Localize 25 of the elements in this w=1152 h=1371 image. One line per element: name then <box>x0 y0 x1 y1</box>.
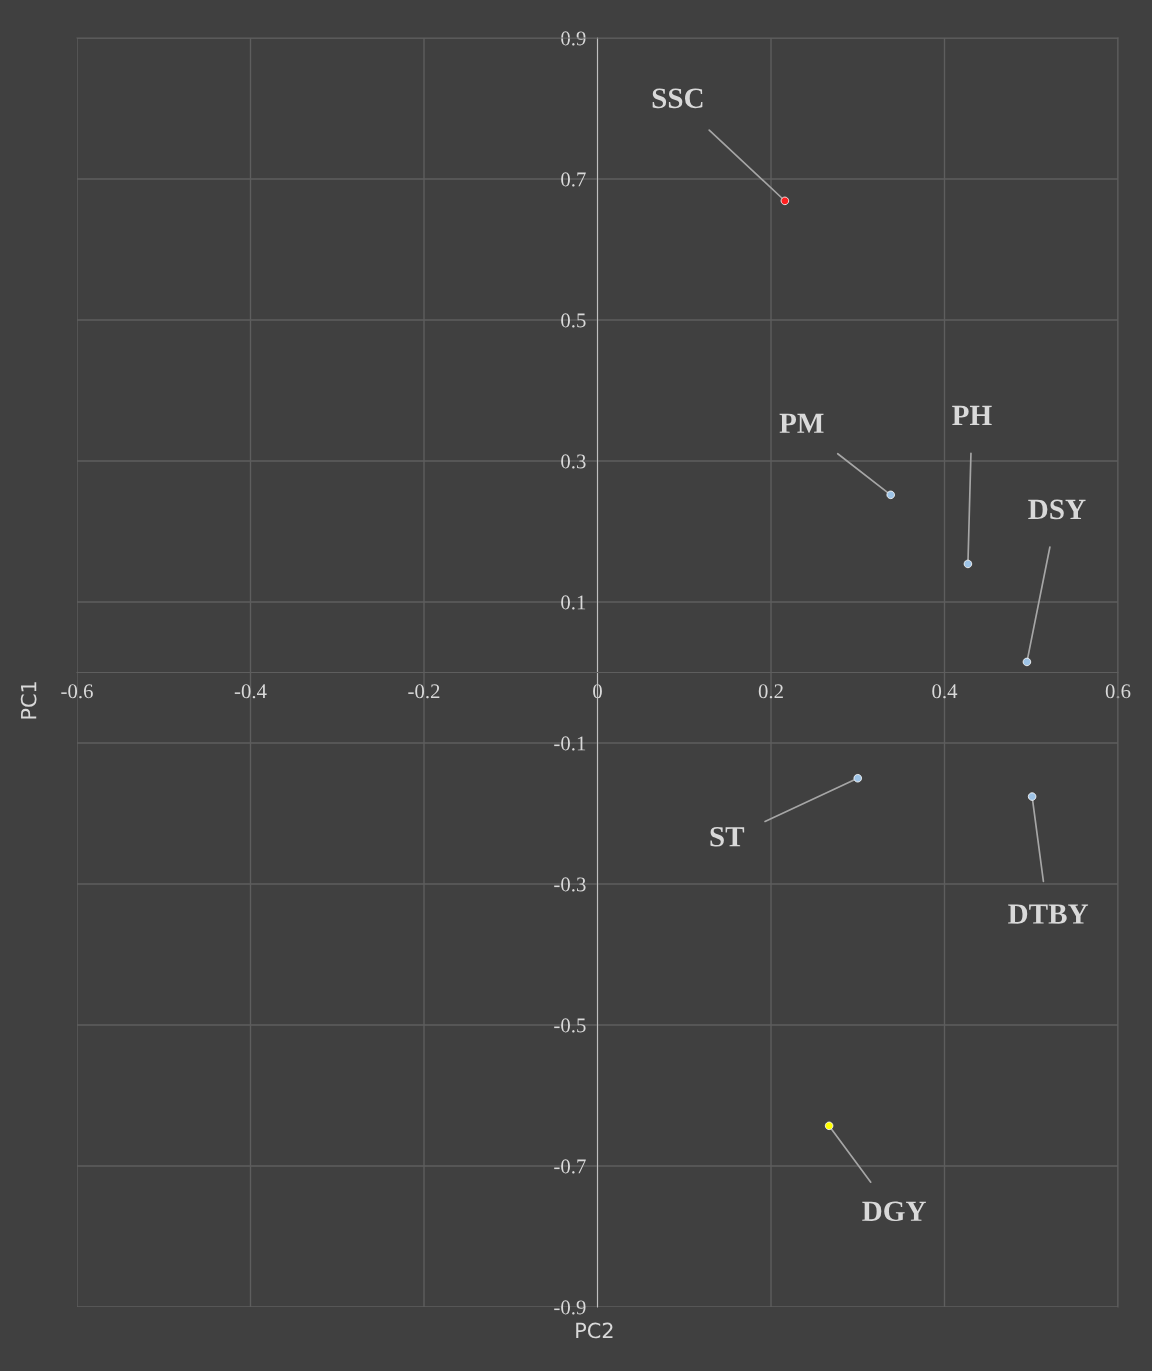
y-axis-title: PC1 <box>20 682 37 719</box>
y-tick-label: -0.7 <box>554 1159 586 1174</box>
annotation: PH <box>952 405 992 425</box>
annotation: DTBY <box>1008 904 1089 924</box>
x-tick-label: 0.4 <box>932 684 958 699</box>
annotation: DSY <box>1028 499 1086 520</box>
y-tick-label: 0.1 <box>561 595 586 610</box>
x-tick-label: 0.2 <box>758 684 783 699</box>
x-tick-label: -0.6 <box>61 684 93 699</box>
annotation: DGY <box>862 1201 926 1222</box>
x-tick-label: -0.4 <box>234 684 267 699</box>
x-tick-label: -0.2 <box>408 684 440 699</box>
x-axis-title: PC2 <box>576 1322 613 1339</box>
annotation: PM <box>779 413 824 433</box>
annotation: ST <box>710 826 745 847</box>
y-tick-label: 0.5 <box>561 313 586 328</box>
y-tick-label: -0.5 <box>554 1018 586 1033</box>
annotation: SSC <box>652 88 703 109</box>
x-tick-label: 0.6 <box>1105 684 1131 699</box>
y-tick-label: 0.7 <box>561 172 586 187</box>
y-tick-label: 0.3 <box>561 454 586 469</box>
y-tick-label: -0.3 <box>554 877 586 892</box>
y-tick-label: -0.1 <box>554 736 586 751</box>
y-tick-label: 0.9 <box>561 31 586 46</box>
y-tick-label: -0.9 <box>554 1300 586 1315</box>
